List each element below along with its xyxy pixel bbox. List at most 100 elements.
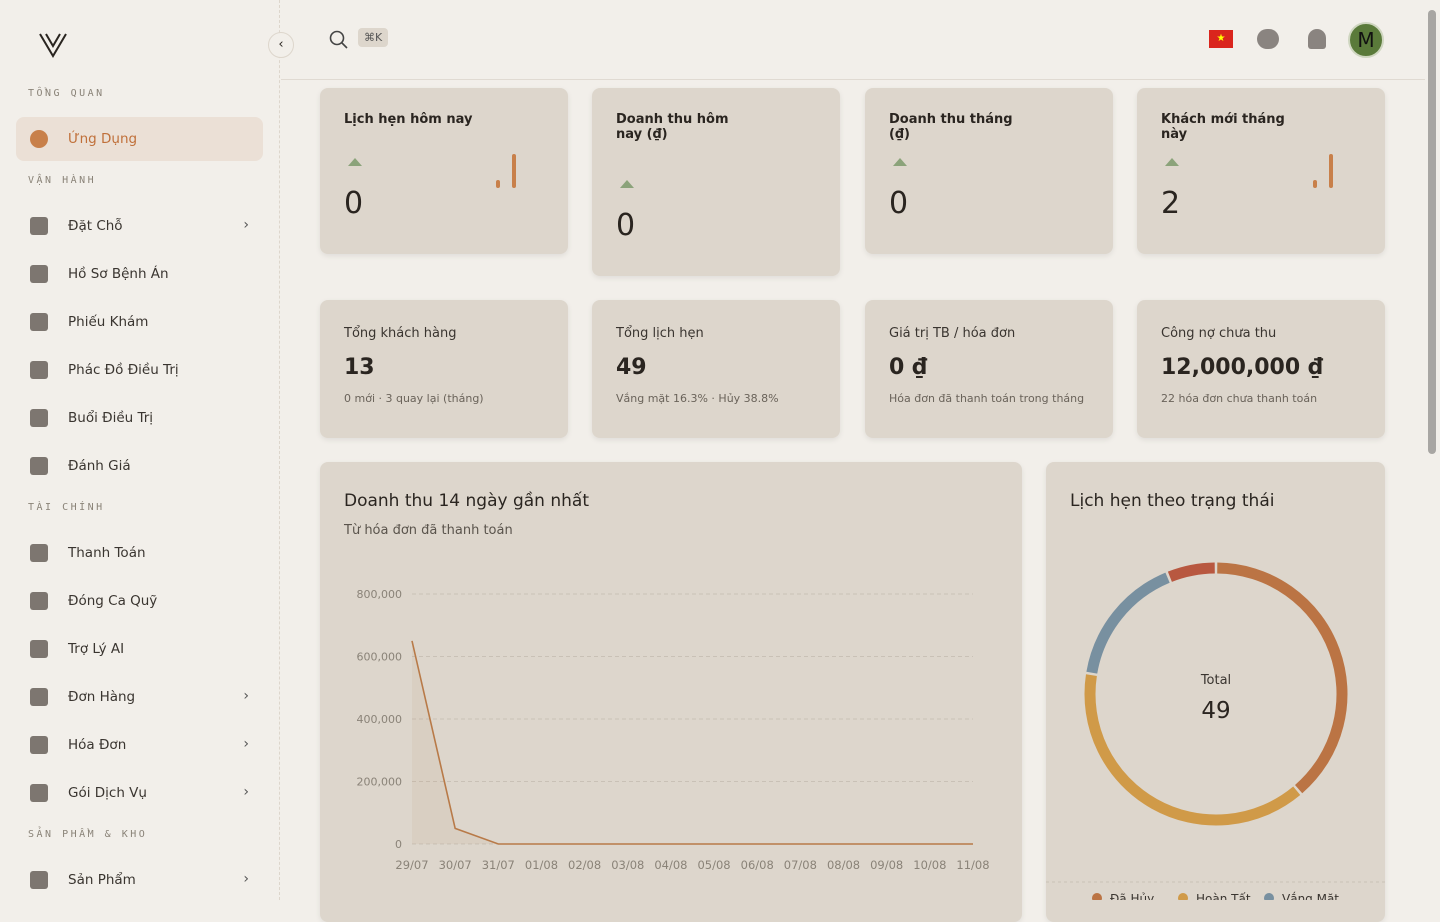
stat-value: 13 [344, 355, 375, 380]
trend-icon [348, 158, 362, 166]
section-title: SẢN PHẨM & KHO [28, 829, 148, 840]
nav-item[interactable]: Hóa Đơn › [16, 723, 263, 767]
nav-icon [30, 265, 48, 283]
nav-item[interactable]: Ứng Dụng [16, 117, 263, 161]
nav-label: Ứng Dụng [68, 131, 138, 147]
chevron: › [243, 688, 249, 704]
sidebar: TỔNG QUAN Ứng Dụng VẬN HÀNH Đặt Chỗ › Hồ Sơ B… [0, 0, 280, 900]
stat-value: 49 [616, 355, 647, 380]
kpi-card: Doanh thu hôm nay (₫) 0 [592, 88, 840, 276]
stat-note: 22 hóa đơn chưa thanh toán [1161, 392, 1318, 405]
nav-item[interactable]: Đặt Chỗ › [16, 204, 263, 248]
chevron: › [243, 871, 249, 887]
nav-label: Đánh Giá [68, 458, 131, 474]
kpi-card: Lịch hẹn hôm nay 0 [320, 88, 568, 254]
kpi-value: 2 [1161, 186, 1181, 221]
nav-label: Hóa Đơn [68, 737, 127, 753]
stat-card: Tổng lịch hẹn 49 Vắng mặt 16.3% · Hủy 38.8… [592, 300, 840, 438]
kpi-title: Doanh thu tháng (₫) [889, 112, 1013, 142]
nav-icon [30, 640, 48, 658]
stat-title: Tổng khách hàng [344, 326, 457, 341]
nav-icon [30, 688, 48, 706]
spark-bar [1313, 180, 1317, 188]
nav-icon [30, 130, 48, 148]
nav-label: Đơn Hàng [68, 689, 136, 705]
spark-bar [1329, 154, 1333, 188]
chevron: › [243, 736, 249, 752]
nav-icon [30, 409, 48, 427]
section-title: TỔNG QUAN [28, 88, 105, 99]
chart-card [1046, 462, 1385, 922]
nav-item[interactable]: Buổi Điều Trị [16, 396, 263, 440]
nav-item[interactable]: Sản Phẩm › [16, 858, 263, 902]
nav-item[interactable]: Phác Đồ Điều Trị [16, 348, 263, 392]
stat-card: Công nợ chưa thu 12,000,000 ₫ 22 hóa đơn c… [1137, 300, 1385, 438]
kpi-card: Doanh thu tháng (₫) 0 [865, 88, 1113, 254]
logo [39, 33, 67, 58]
stat-value: 12,000,000 ₫ [1161, 355, 1324, 380]
header: ⌘K ★ M [281, 0, 1425, 80]
chevron: › [243, 784, 249, 800]
nav-label: Sản Phẩm [68, 872, 136, 888]
nav-label: Hồ Sơ Bệnh Án [68, 266, 169, 282]
nav-item[interactable]: Đánh Giá [16, 444, 263, 488]
nav-icon [30, 457, 48, 475]
bell-icon[interactable] [1308, 29, 1326, 49]
nav-label: Buổi Điều Trị [68, 410, 154, 426]
section-title: VẬN HÀNH [28, 175, 97, 186]
nav-icon [30, 871, 48, 889]
nav-label: Gói Dịch Vụ [68, 785, 147, 801]
section-title: TÀI CHÍNH [28, 502, 105, 513]
nav-item[interactable]: Trợ Lý AI [16, 627, 263, 671]
nav-icon [30, 784, 48, 802]
nav-label: Phiếu Khám [68, 314, 149, 330]
nav-item[interactable]: Phiếu Khám [16, 300, 263, 344]
kpi-value: 0 [889, 186, 909, 221]
chat-icon[interactable] [1257, 29, 1279, 49]
chevron: › [243, 217, 249, 233]
stat-note: Vắng mặt 16.3% · Hủy 38.8% [616, 392, 779, 405]
kpi-title: Doanh thu hôm nay (₫) [616, 112, 729, 142]
trend-icon [620, 180, 634, 188]
nav-item[interactable]: Đơn Hàng › [16, 675, 263, 719]
nav-icon [30, 736, 48, 754]
stat-card: Giá trị TB / hóa đơn 0 ₫ Hóa đơn đã thanh … [865, 300, 1113, 438]
stat-card: Tổng khách hàng 13 0 mới · 3 quay lại (thá… [320, 300, 568, 438]
nav-icon [30, 592, 48, 610]
kpi-card: Khách mới tháng này 2 [1137, 88, 1385, 254]
kpi-value: 0 [344, 186, 364, 221]
kpi-title: Lịch hẹn hôm nay [344, 112, 473, 127]
nav-icon [30, 544, 48, 562]
nav-label: Đặt Chỗ [68, 218, 123, 234]
nav-item[interactable]: Gói Dịch Vụ › [16, 771, 263, 815]
spark-bar [512, 154, 516, 188]
shortcut: ⌘K [358, 28, 389, 47]
stat-note: 0 mới · 3 quay lại (tháng) [344, 392, 484, 405]
spark-bar [496, 180, 500, 188]
trend-icon [1165, 158, 1179, 166]
collapse-button[interactable]: ‹ [268, 32, 294, 58]
stat-title: Công nợ chưa thu [1161, 326, 1277, 341]
trend-icon [893, 158, 907, 166]
nav-item[interactable]: Hồ Sơ Bệnh Án [16, 252, 263, 296]
nav-label: Đóng Ca Quỹ [68, 593, 158, 609]
nav-item[interactable]: Thanh Toán [16, 531, 263, 575]
nav-label: Thanh Toán [68, 545, 146, 561]
stat-title: Tổng lịch hẹn [616, 326, 704, 341]
nav-item[interactable]: Đóng Ca Quỹ [16, 579, 263, 623]
nav-icon [30, 217, 48, 235]
stat-value: 0 ₫ [889, 355, 928, 380]
scrollbar [1428, 10, 1436, 454]
search-icon[interactable] [329, 30, 349, 50]
kpi-title: Khách mới tháng này [1161, 112, 1285, 142]
nav-label: Phác Đồ Điều Trị [68, 362, 179, 378]
avatar[interactable]: M [1348, 22, 1384, 58]
stat-title: Giá trị TB / hóa đơn [889, 326, 1016, 341]
stat-note: Hóa đơn đã thanh toán trong tháng [889, 392, 1085, 405]
kpi-value: 0 [616, 208, 636, 243]
chart-card [320, 462, 1022, 922]
language-flag[interactable]: ★ [1209, 30, 1233, 48]
nav-icon [30, 313, 48, 331]
nav-label: Trợ Lý AI [68, 641, 125, 657]
